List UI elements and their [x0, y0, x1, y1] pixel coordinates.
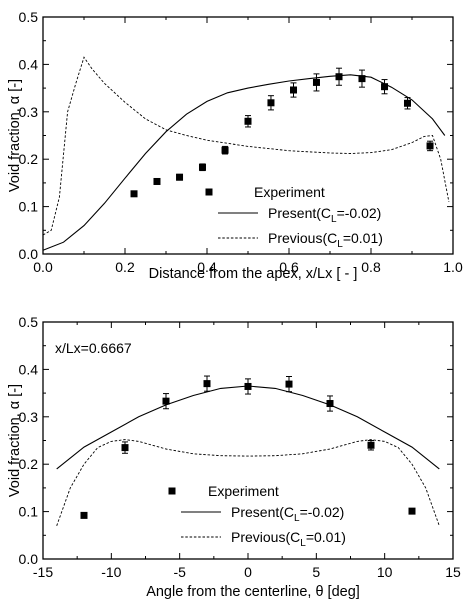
y-tick-label: 0.5	[19, 9, 39, 25]
plot-frame-top	[42, 16, 454, 255]
legend-marker-experiment	[205, 188, 213, 196]
x-axis-label-top: Distance from the apex, x/Lx [ - ]	[149, 266, 358, 282]
experiment-point	[121, 444, 129, 452]
experiment-point	[290, 86, 298, 94]
x-tick-label: 0.2	[115, 259, 135, 275]
legend-label-previous: Previous(CL=0.01)	[231, 529, 346, 549]
experiment-point	[244, 117, 252, 125]
experiment-point	[153, 177, 161, 185]
previous-series-line	[56, 439, 440, 526]
ticks-top: 0.0 0.2 0.4 0.6 0.8 1.0 0.0 0.1 0.2 0.3 0.4 0.5	[19, 9, 463, 275]
legend-bottom: Experiment Present(CL=-0.02) Previous(CL…	[168, 483, 346, 549]
chart-top: 0.0 0.2 0.4 0.6 0.8 1.0 0.0 0.1 0.2 0.3 0.4 0.5 Dis…	[7, 9, 463, 282]
experiment-points-top	[130, 67, 434, 198]
experiment-point	[358, 75, 366, 83]
x-tick-label: 5	[312, 564, 320, 580]
experiment-point	[381, 83, 389, 91]
y-axis-label-bottom: Void fraction, α [-]	[7, 384, 23, 497]
y-tick-label: 0.3	[19, 409, 39, 425]
legend-top: Experiment Present(CL=-0.02) Previous(CL…	[205, 184, 383, 250]
chart-bottom: -15 -10 -5 0 5 10 15 0.0 0.1 0.2 0.3 0.4 0.5 Angle f…	[7, 314, 461, 600]
experiment-point	[198, 163, 206, 171]
x-tick-label: -10	[101, 564, 121, 580]
legend-marker-experiment	[168, 487, 176, 495]
y-tick-label: 0.2	[19, 151, 39, 167]
x-tick-label: 0.8	[361, 259, 381, 275]
y-tick-label: 0.0	[19, 551, 39, 567]
experiment-point	[285, 380, 293, 388]
y-tick-label: 0.0	[19, 246, 39, 262]
experiment-point	[312, 78, 320, 86]
x-tick-label: 0.0	[33, 259, 53, 275]
legend-label-experiment: Experiment	[254, 184, 325, 200]
present-series-line	[42, 74, 446, 251]
experiment-point	[130, 190, 138, 198]
experiment-point	[408, 507, 416, 515]
experiment-point	[176, 173, 184, 181]
experiment-point	[162, 397, 170, 405]
experiment-points-bottom	[80, 375, 416, 519]
x-tick-label: 10	[377, 564, 393, 580]
y-tick-label: 0.1	[19, 504, 39, 520]
y-tick-label: 0.3	[19, 104, 39, 120]
legend-label-previous: Previous(CL=0.01)	[268, 230, 383, 250]
previous-series-line	[42, 56, 450, 236]
experiment-point	[326, 400, 334, 408]
plot-frame-bottom	[42, 321, 454, 560]
experiment-point	[335, 73, 343, 81]
experiment-point	[367, 441, 375, 449]
experiment-point	[244, 382, 252, 390]
y-axis-label-top: Void fraction, α [-]	[7, 79, 23, 192]
x-axis-label-bottom: Angle from the centerline, θ [deg]	[146, 584, 360, 600]
experiment-point	[203, 380, 211, 388]
x-tick-label: 1.0	[443, 259, 463, 275]
ticks-bottom: -15 -10 -5 0 5 10 15 0.0 0.1 0.2 0.3 0.4 0.5	[19, 314, 461, 580]
annotation-bottom: x/Lx=0.6667	[55, 340, 132, 356]
y-tick-label: 0.2	[19, 456, 39, 472]
x-tick-label: 0.6	[279, 259, 299, 275]
y-tick-label: 0.5	[19, 314, 39, 330]
legend-label-experiment: Experiment	[208, 483, 279, 499]
experiment-point	[267, 99, 275, 107]
experiment-point	[80, 511, 88, 519]
x-tick-label: -15	[33, 564, 53, 580]
legend-label-present: Present(CL=-0.02)	[231, 504, 344, 524]
x-tick-label: 0	[244, 564, 252, 580]
y-tick-label: 0.1	[19, 199, 39, 215]
experiment-point	[221, 146, 229, 154]
legend-label-present: Present(CL=-0.02)	[268, 205, 381, 225]
y-tick-label: 0.4	[19, 361, 39, 377]
x-tick-label: 15	[445, 564, 461, 580]
x-tick-label: 0.4	[197, 259, 217, 275]
x-tick-label: -5	[173, 564, 186, 580]
experiment-point	[426, 142, 434, 150]
y-tick-label: 0.4	[19, 56, 39, 72]
experiment-point	[403, 99, 411, 107]
